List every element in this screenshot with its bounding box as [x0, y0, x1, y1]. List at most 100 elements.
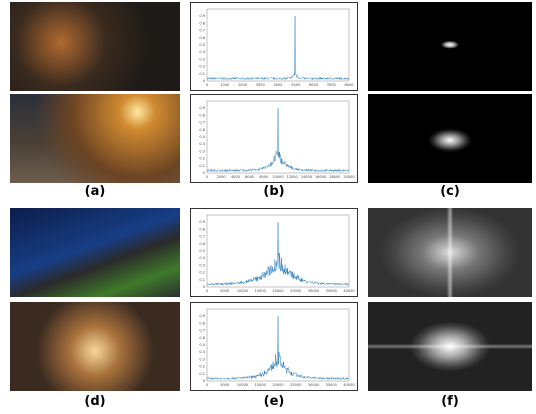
y-tick-label: 0.3 — [199, 57, 205, 61]
x-tick-label: 20000 — [272, 383, 283, 387]
y-tick-label: 0.3 — [199, 149, 205, 153]
caption: (d) — [65, 394, 125, 409]
y-tick-label: 0.2 — [199, 65, 205, 69]
spectrum — [368, 2, 532, 91]
x-tick-label: 1000 — [220, 83, 229, 87]
x-tick-label: 16000 — [315, 175, 326, 179]
y-tick-label: 0.1 — [199, 164, 205, 168]
y-tick-label: 0.8 — [199, 113, 205, 117]
caption: (e) — [244, 394, 304, 409]
y-tick-label: 0.1 — [199, 72, 205, 76]
y-tick-label: 0.7 — [199, 235, 205, 239]
figure: {"captions": ["(a)", "(b)", "(c)", "(d)"… — [0, 0, 536, 414]
caption: (f) — [420, 394, 480, 409]
caption: (a) — [65, 184, 125, 199]
y-tick-label: 0.6 — [199, 36, 205, 40]
x-tick-label: 6000 — [245, 175, 254, 179]
spectrum-curve — [207, 108, 349, 171]
caption: (b) — [244, 184, 304, 199]
x-tick-label: 35000 — [326, 383, 337, 387]
y-tick-label: 0.2 — [199, 365, 205, 369]
x-tick-label: 40000 — [343, 383, 354, 387]
spectrum-curve — [207, 316, 349, 379]
y-tick-label: 0.1 — [199, 278, 205, 282]
y-tick-label: 0.7 — [199, 121, 205, 125]
x-tick-label: 10000 — [237, 289, 248, 293]
x-tick-label: 12000 — [287, 175, 298, 179]
x-tick-label: 14000 — [301, 175, 312, 179]
y-tick-label: 0.2 — [199, 271, 205, 275]
y-tick-label: 0.5 — [199, 343, 205, 347]
y-tick-label: 0 — [203, 285, 205, 289]
x-tick-label: 15000 — [255, 383, 266, 387]
x-tick-label: 25000 — [290, 289, 301, 293]
x-tick-label: 0 — [206, 83, 208, 87]
x-tick-label: 2000 — [238, 83, 247, 87]
y-tick-label: 0 — [203, 379, 205, 383]
spectrum — [368, 208, 532, 297]
x-tick-label: 35000 — [326, 289, 337, 293]
spectrum — [368, 94, 532, 183]
y-tick-label: 0.6 — [199, 128, 205, 132]
y-tick-label: 0.8 — [199, 21, 205, 25]
caption: (c) — [420, 184, 480, 199]
photo-highway — [10, 302, 180, 391]
spectrum-curve — [207, 16, 349, 79]
x-tick-label: 6000 — [309, 83, 318, 87]
x-tick-label: 3000 — [256, 83, 265, 87]
x-tick-label: 10000 — [272, 175, 283, 179]
spectrum-curve — [207, 222, 349, 285]
photo-foggy-street — [10, 94, 180, 183]
x-tick-label: 18000 — [329, 175, 340, 179]
y-tick-label: 0.6 — [199, 336, 205, 340]
x-tick-label: 8000 — [345, 83, 354, 87]
x-tick-label: 4000 — [231, 175, 240, 179]
y-tick-label: 0.8 — [199, 321, 205, 325]
x-tick-label: 4000 — [274, 83, 283, 87]
y-tick-label: 0.9 — [199, 314, 205, 318]
spectrum — [368, 302, 532, 391]
x-tick-label: 20000 — [272, 289, 283, 293]
y-tick-label: 0.2 — [199, 157, 205, 161]
y-tick-label: 0 — [203, 79, 205, 83]
x-tick-label: 0 — [206, 383, 208, 387]
y-tick-label: 0.4 — [199, 142, 205, 146]
y-tick-label: 0.6 — [199, 242, 205, 246]
x-tick-label: 40000 — [343, 289, 354, 293]
x-tick-label: 8000 — [259, 175, 268, 179]
y-tick-label: 0.4 — [199, 350, 205, 354]
y-tick-label: 0.9 — [199, 220, 205, 224]
photo-bridge — [10, 208, 180, 297]
photo-foggy-city — [10, 2, 180, 91]
x-tick-label: 7000 — [327, 83, 336, 87]
axes-box — [207, 9, 349, 81]
x-tick-label: 30000 — [308, 383, 319, 387]
x-tick-label: 5000 — [291, 83, 300, 87]
y-tick-label: 0 — [203, 171, 205, 175]
x-tick-label: 30000 — [308, 289, 319, 293]
x-tick-label: 2000 — [217, 175, 226, 179]
y-tick-label: 0.5 — [199, 135, 205, 139]
x-tick-label: 15000 — [255, 289, 266, 293]
x-tick-label: 0 — [206, 289, 208, 293]
y-tick-label: 0.3 — [199, 357, 205, 361]
y-tick-label: 0.8 — [199, 227, 205, 231]
y-tick-label: 0.1 — [199, 372, 205, 376]
x-tick-label: 10000 — [237, 383, 248, 387]
y-tick-label: 0.3 — [199, 263, 205, 267]
y-tick-label: 0.5 — [199, 43, 205, 47]
y-tick-label: 0.4 — [199, 256, 205, 260]
y-tick-label: 0.9 — [199, 106, 205, 110]
y-tick-label: 0.7 — [199, 29, 205, 33]
y-tick-label: 0.5 — [199, 249, 205, 253]
x-tick-label: 25000 — [290, 383, 301, 387]
y-tick-label: 0.7 — [199, 329, 205, 333]
